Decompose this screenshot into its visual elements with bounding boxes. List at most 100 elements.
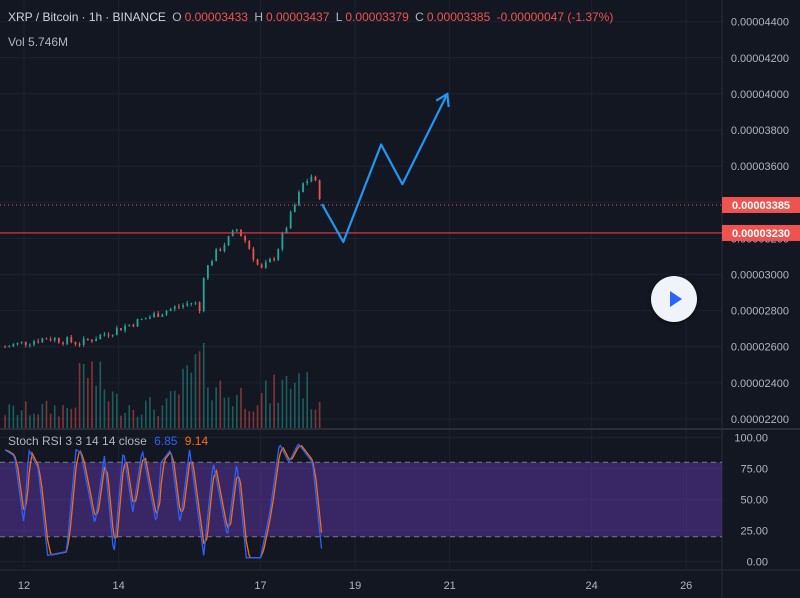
volume-bar (169, 391, 172, 428)
candle-body (310, 176, 313, 182)
price-axis-label: 0.00003000 (731, 269, 789, 281)
price-axis-label: 0.00003800 (731, 125, 789, 137)
candle-body (78, 344, 81, 346)
price-axis-label: 0.00003600 (731, 161, 789, 173)
volume-bar (8, 404, 11, 428)
volume-bar (178, 394, 180, 428)
candle-body (16, 342, 19, 345)
support-level-tag: 0.00003230 (732, 228, 790, 240)
candle-body (45, 338, 48, 340)
projection-path (321, 93, 449, 244)
candle-body (115, 328, 118, 335)
high-label: H (254, 10, 263, 24)
stoch-rsi-label[interactable]: Stoch RSI 3 3 14 14 close (8, 434, 147, 448)
candle-body (132, 324, 135, 327)
price-axis-label: 0.00002200 (731, 414, 789, 426)
open-label: O (172, 10, 182, 24)
support-level-tag-bg (722, 224, 800, 241)
symbol-name[interactable]: XRP / Bitcoin (8, 10, 79, 24)
volume-bar (49, 413, 52, 428)
volume-bar (248, 411, 251, 428)
volume-bar (207, 387, 209, 428)
volume-bar (87, 377, 89, 428)
volume-bar (91, 361, 93, 428)
volume-bar (33, 413, 35, 428)
candle-body (173, 306, 176, 309)
rsi-axis-label: 75.00 (740, 463, 768, 475)
volume-bar (182, 368, 184, 428)
volume-bar (165, 398, 168, 428)
volume-bar (265, 380, 267, 428)
volume-bar (310, 409, 313, 428)
candle-body (182, 305, 184, 307)
volume-bar (215, 387, 217, 428)
close-label: C (415, 10, 424, 24)
candle-body (95, 339, 98, 342)
time-axis-label: 21 (444, 580, 456, 592)
volume-bar (289, 388, 292, 428)
volume-bar (194, 354, 197, 428)
volume-bar (273, 374, 275, 428)
play-button[interactable] (651, 276, 697, 322)
volume-bar (149, 397, 151, 428)
volume-bar (124, 412, 126, 428)
candle-body (285, 228, 288, 234)
last-price-tag: 0.00003385 (732, 200, 790, 212)
time-axis-label: 14 (112, 580, 124, 592)
volume-bar (45, 400, 48, 428)
volume-bar (190, 372, 193, 428)
volume-bar (120, 415, 122, 428)
candle-body (128, 324, 131, 326)
candle-body (248, 240, 251, 249)
candle-body (4, 346, 6, 348)
candle-body (24, 341, 27, 345)
volume-bar (132, 409, 135, 428)
candle-body (124, 325, 127, 331)
volume-bar (95, 385, 97, 428)
volume-bar (136, 416, 139, 428)
candle-body (190, 303, 193, 305)
candle-body (49, 339, 52, 341)
candle-body (206, 265, 209, 279)
volume-bar (20, 410, 23, 428)
volume-bar (29, 415, 31, 428)
candle-body (202, 278, 205, 312)
low-value: 0.00003379 (345, 10, 409, 24)
volume-bar (236, 394, 238, 428)
volume-bar (302, 398, 304, 428)
candle-body (37, 341, 40, 343)
interval-label[interactable]: 1h (88, 10, 103, 24)
candle-body (289, 212, 292, 229)
candle-body (33, 341, 35, 345)
volume-bar (277, 402, 280, 428)
volume-bar (16, 415, 19, 428)
candle-body (144, 318, 147, 320)
candle-body (161, 314, 164, 317)
volume-bar (244, 408, 246, 428)
volume-bar (70, 408, 73, 428)
candle-body (120, 328, 122, 331)
volume-bar (58, 416, 60, 428)
volume-bar (144, 400, 147, 428)
volume-header: Vol 5.746M (8, 35, 68, 49)
candle-body (244, 236, 247, 241)
candle-body (227, 236, 230, 246)
time-axis-label: 12 (18, 580, 30, 592)
candle-body (136, 319, 139, 327)
volume-bar (198, 351, 201, 428)
play-icon (670, 291, 682, 307)
volume-bar (318, 401, 321, 428)
candle-body (198, 302, 201, 312)
volume-bar (240, 387, 242, 428)
volume-bar (298, 373, 300, 428)
volume-bar (219, 380, 222, 428)
volume-bar (314, 409, 317, 428)
rsi-axis-label: 0.00 (747, 557, 768, 569)
time-axis-label: 24 (585, 580, 597, 592)
volume-bar (66, 407, 68, 428)
stoch-rsi-k-line (4, 443, 323, 559)
candle-body (41, 338, 44, 343)
volume-bar (24, 401, 27, 428)
time-axis-label: 19 (349, 580, 361, 592)
